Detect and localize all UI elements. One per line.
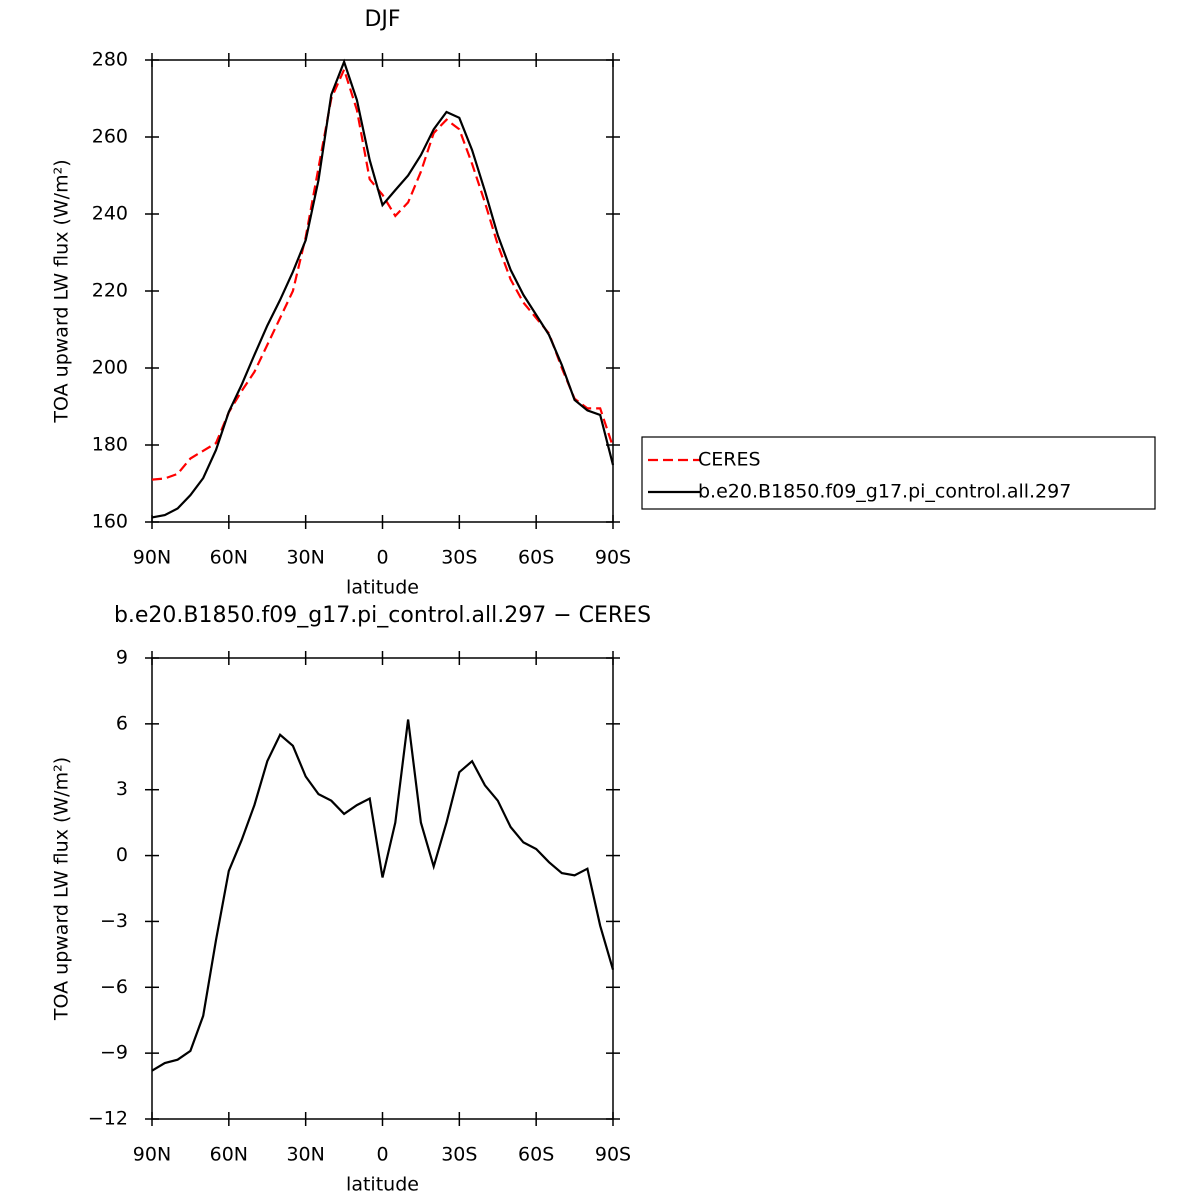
- y-tick-label: 0: [116, 844, 128, 866]
- series-line: [151, 719, 615, 1072]
- x-tick-label: 60S: [518, 1144, 554, 1166]
- x-axis-label: latitude: [346, 1174, 419, 1196]
- legend-box: [641, 436, 1156, 510]
- y-tick-label: 160: [92, 511, 128, 533]
- x-tick-label: 0: [376, 547, 388, 569]
- x-tick-label: 60S: [518, 547, 554, 569]
- y-tick-label: −9: [100, 1042, 128, 1064]
- y-tick-label: −6: [100, 976, 128, 998]
- y-tick-label: −3: [100, 910, 128, 932]
- x-tick-label: 90N: [133, 1144, 171, 1166]
- x-tick-label: 30N: [286, 1144, 324, 1166]
- y-tick-label: 280: [92, 49, 128, 71]
- y-axis-label: TOA upward LW flux (W/m²): [51, 757, 73, 1021]
- y-tick-label: 6: [116, 712, 128, 734]
- x-tick-label: 0: [376, 1144, 388, 1166]
- plot-frame: [151, 657, 614, 1120]
- x-tick-label: 60N: [210, 547, 248, 569]
- x-tick-label: 30N: [286, 547, 324, 569]
- x-axis-label: latitude: [346, 577, 419, 599]
- plot-frame: [151, 59, 614, 523]
- y-tick-label: 3: [116, 778, 128, 800]
- x-tick-label: 60N: [210, 1144, 248, 1166]
- y-tick-label: 220: [92, 280, 128, 302]
- y-tick-label: 180: [92, 434, 128, 456]
- x-tick-label: 90S: [595, 1144, 631, 1166]
- y-tick-label: 200: [92, 357, 128, 379]
- y-tick-label: −12: [88, 1108, 128, 1130]
- chart-title: DJF: [364, 7, 400, 32]
- x-tick-label: 30S: [441, 1144, 477, 1166]
- legend-label: b.e20.B1850.f09_g17.pi_control.all.297: [698, 481, 1071, 503]
- y-tick-label: 240: [92, 203, 128, 225]
- chart-title: b.e20.B1850.f09_g17.pi_control.all.297 −…: [114, 603, 651, 628]
- x-tick-label: 90N: [133, 547, 171, 569]
- y-axis-label: TOA upward LW flux (W/m²): [51, 159, 73, 423]
- series-line: [151, 58, 615, 519]
- y-tick-label: 9: [116, 647, 128, 669]
- y-tick-label: 260: [92, 126, 128, 148]
- x-tick-label: 90S: [595, 547, 631, 569]
- series-line: [151, 66, 615, 481]
- x-tick-label: 30S: [441, 547, 477, 569]
- legend-label: CERES: [698, 449, 761, 471]
